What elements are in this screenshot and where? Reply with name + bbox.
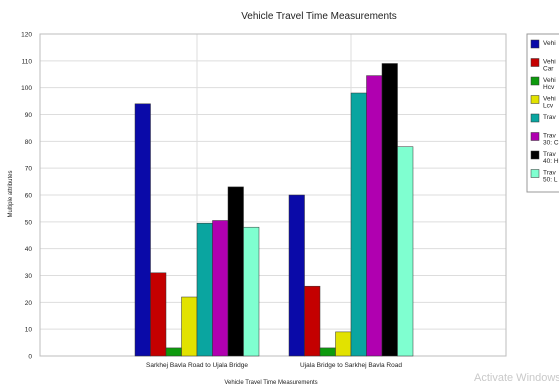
legend-label: Trav	[543, 114, 557, 121]
legend-swatch	[530, 76, 540, 86]
y-tick-label: 50	[25, 219, 33, 226]
bar	[196, 222, 213, 357]
bar	[304, 285, 321, 357]
bar	[350, 92, 367, 357]
legend-swatch	[530, 95, 540, 104]
legend-label: Trav	[543, 151, 557, 158]
y-tick-label: 10	[25, 327, 33, 334]
legend-swatch	[530, 39, 540, 49]
legend-label: Vehi	[543, 96, 556, 103]
legend-label-line2: Car	[543, 66, 554, 73]
legend-label: Trav	[543, 133, 557, 140]
bar	[212, 220, 229, 357]
bar	[227, 186, 244, 357]
y-tick-label: 100	[21, 85, 32, 92]
y-tick-label: 70	[25, 166, 33, 173]
y-tick-label: 20	[25, 300, 33, 307]
legend-label-line2: Lcv	[543, 103, 554, 110]
legend-swatch	[530, 132, 540, 141]
chart-title: Vehicle Travel Time Measurements	[241, 11, 397, 22]
x-axis-label: Vehicle Travel Time Measurements	[224, 380, 317, 386]
legend-label: Vehi	[543, 40, 556, 47]
legend-label-line2: 50: L	[543, 177, 558, 184]
bar	[181, 296, 198, 357]
y-axis-label: Multiple attributes	[8, 170, 14, 217]
y-tick-label: 110	[22, 58, 33, 65]
bar	[288, 194, 305, 357]
legend-label: Trav	[543, 170, 557, 177]
y-tick-label: 30	[25, 273, 33, 280]
legend-swatch	[530, 169, 540, 178]
activate-windows-watermark: Activate Windows	[474, 372, 559, 384]
legend-swatch	[530, 113, 540, 123]
plot-area: 0 10 20 30 40 50 60 70 80 90 100 110 120 Sarkhej Bavl…	[21, 32, 507, 369]
bar	[319, 347, 336, 357]
legend-label: Vehi	[543, 59, 556, 66]
bar	[335, 331, 352, 357]
plot-border	[39, 33, 507, 357]
bar	[243, 226, 260, 357]
bar	[366, 75, 383, 357]
legend-label-line2: Hcv	[543, 84, 555, 91]
bar	[165, 347, 182, 357]
legend-label-line2: 30: C	[543, 140, 559, 147]
bar	[381, 63, 398, 357]
legend-label: Vehi	[543, 77, 556, 84]
bar	[397, 146, 414, 357]
legend-label-line2: 40: H	[543, 158, 559, 165]
x-tick-label: Ujala Bridge to Sarkhej Bavla Road	[300, 362, 402, 369]
y-tick-label: 80	[25, 139, 33, 146]
legend-swatch	[530, 150, 540, 160]
legend-swatch	[530, 58, 540, 67]
x-tick-label: Sarkhej Bavla Road to Ujala Bridge	[146, 362, 248, 369]
y-tick-label: 40	[25, 246, 33, 253]
y-tick-label: 0	[28, 354, 32, 361]
y-tick-label: 90	[25, 112, 33, 119]
bar	[134, 103, 151, 357]
y-tick-label: 60	[25, 193, 33, 200]
bar	[150, 272, 167, 357]
y-tick-label: 120	[21, 32, 32, 39]
